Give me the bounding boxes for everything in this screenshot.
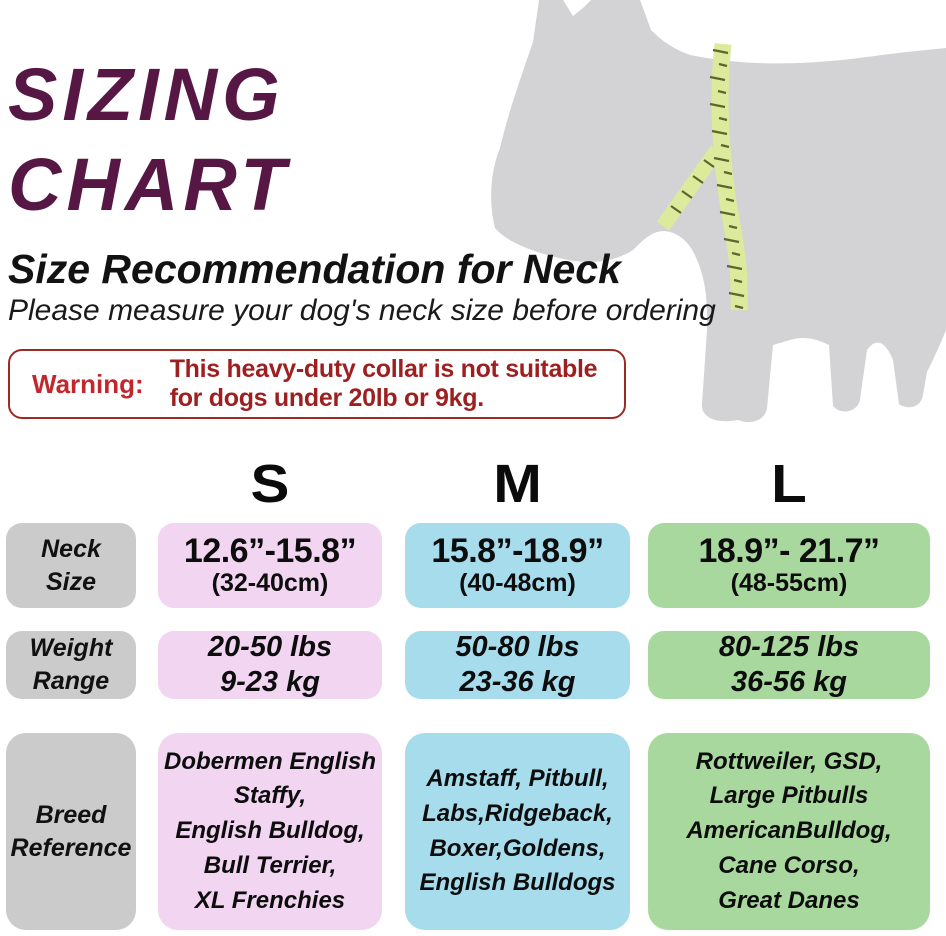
column-header-s: S [250, 454, 290, 514]
row-label-breed-reference: Breed Reference [6, 733, 136, 930]
breed-cell-l: Rottweiler, GSD, Large Pitbulls American… [648, 733, 930, 930]
page-title: SIZING CHART [8, 50, 291, 230]
neck-size-inches-s: 12.6”-15.8” [183, 531, 357, 570]
column-header-m: M [493, 454, 542, 514]
weight-value-m: 50-80 lbs 23-36 kg [455, 631, 580, 698]
row-label-weight-range: Weight Range [6, 631, 136, 699]
breed-list-l: Rottweiler, GSD, Large Pitbulls American… [686, 747, 892, 914]
tape-tick-marks [670, 48, 745, 310]
neck-size-cell-m: 15.8”-18.9” (40-48cm) [405, 523, 630, 608]
page-title-line1: SIZING [8, 53, 285, 136]
breed-cell-m: Amstaff, Pitbull, Labs,Ridgeback, Boxer,… [405, 733, 630, 930]
neck-size-inches-m: 15.8”-18.9” [431, 531, 604, 570]
neck-size-cell-s: 12.6”-15.8” (32-40cm) [158, 523, 382, 608]
dog-silhouette [491, 0, 946, 423]
breed-list-m: Amstaff, Pitbull, Labs,Ridgeback, Boxer,… [419, 764, 616, 897]
warning-text: This heavy-duty collar is not suitable f… [169, 354, 598, 413]
weight-value-l: 80-125 lbs 36-56 kg [718, 631, 860, 698]
neck-size-cell-l: 18.9”- 21.7” (48-55cm) [648, 523, 930, 608]
neck-size-cm-l: (48-55cm) [730, 568, 848, 597]
page-subtitle: Size Recommendation for Neck [8, 246, 621, 292]
neck-size-cm-m: (40-48cm) [459, 568, 576, 597]
neck-size-inches-l: 18.9”- 21.7” [698, 531, 880, 570]
measuring-tape [656, 43, 748, 311]
warning-label: Warning: [32, 368, 144, 399]
row-label-neck-size: Neck Size [6, 523, 136, 608]
weight-cell-l: 80-125 lbs 36-56 kg [648, 631, 930, 699]
column-header-l: L [771, 454, 807, 514]
warning-box: Warning: This heavy-duty collar is not s… [8, 349, 626, 419]
measure-note: Please measure your dog's neck size befo… [8, 294, 716, 327]
neck-size-cm-s: (32-40cm) [211, 568, 329, 597]
weight-cell-m: 50-80 lbs 23-36 kg [405, 631, 630, 699]
breed-cell-s: Dobermen English Staffy, English Bulldog… [158, 733, 382, 930]
weight-value-s: 20-50 lbs 9-23 kg [207, 631, 333, 698]
dog-illustration [491, 0, 946, 423]
page-title-line2: CHART [8, 143, 291, 226]
weight-cell-s: 20-50 lbs 9-23 kg [158, 631, 382, 699]
breed-list-s: Dobermen English Staffy, English Bulldog… [163, 747, 377, 914]
